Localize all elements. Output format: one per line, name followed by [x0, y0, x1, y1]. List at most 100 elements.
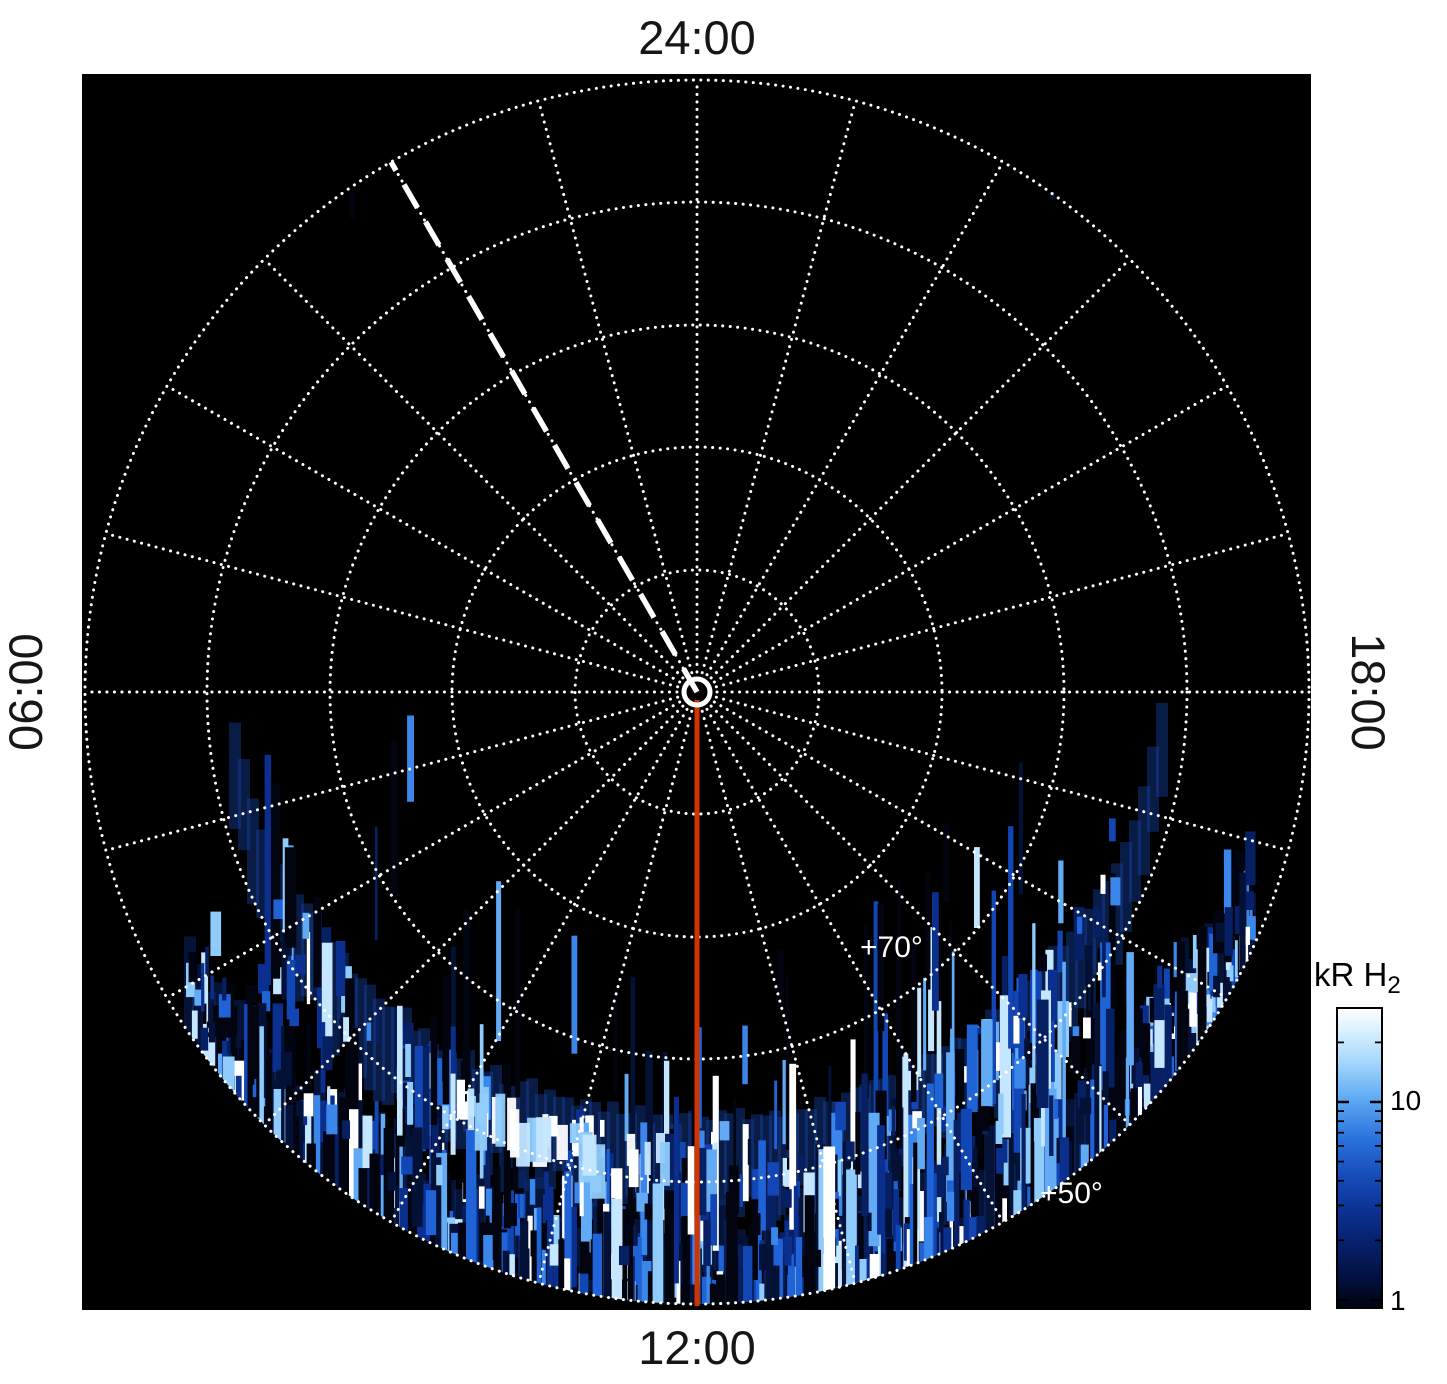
aurora-patch — [738, 1244, 742, 1304]
aurora-patch — [966, 1024, 978, 1113]
aurora-patch — [863, 923, 869, 1098]
aurora-patch — [536, 1117, 552, 1163]
aurora-patch — [771, 1227, 779, 1245]
aurora-patch — [225, 1005, 238, 1038]
aurora-patch — [1037, 954, 1047, 972]
aurora-patch — [1000, 1129, 1008, 1163]
aurora-patch — [903, 1053, 909, 1267]
colorbar-tick-label-10: 10 — [1390, 1085, 1421, 1116]
aurora-patch — [281, 1026, 285, 1146]
aurora-patch — [371, 1120, 378, 1150]
aurora-patch — [313, 1095, 321, 1175]
aurora-patch — [1245, 831, 1256, 886]
aurora-patch — [627, 1187, 633, 1304]
colorbar: kR H2 10 1 — [1314, 956, 1421, 1316]
aurora-patch — [1156, 702, 1168, 797]
aurora-patch — [960, 1108, 972, 1191]
aurora-patch — [1049, 1095, 1054, 1156]
aurora-patch — [1109, 818, 1116, 842]
aurora-patch — [681, 1158, 691, 1304]
aurora-patch — [1118, 1029, 1129, 1134]
aurora-patch — [493, 1166, 501, 1274]
dashed-trajectory-line — [388, 160, 700, 694]
aurora-patch — [481, 1086, 489, 1114]
aurora-patch — [844, 1141, 855, 1162]
aurora-patch — [527, 1215, 533, 1283]
aurora-patch — [222, 1056, 235, 1089]
aurora-patch — [917, 987, 922, 1077]
aurora-patch — [933, 1164, 944, 1198]
aurora-patch — [536, 1207, 542, 1287]
lat-label-50: +50° — [1040, 1177, 1103, 1210]
aurora-patch — [1100, 874, 1106, 894]
aurora-patch — [774, 1080, 778, 1150]
aurora-patch — [855, 1112, 861, 1175]
aurora-patch — [580, 1241, 590, 1278]
local-time-spoke — [705, 707, 1005, 1224]
aurora-patch — [1003, 1106, 1009, 1224]
aurora-patch — [756, 1209, 762, 1304]
aurora-patch — [995, 1042, 1000, 1071]
colorbar-title-subscript: 2 — [1387, 972, 1400, 999]
aurora-patch — [875, 1090, 887, 1160]
colorbar-tick-label-1: 1 — [1390, 1285, 1406, 1316]
aurora-patch — [1223, 849, 1232, 914]
aurora-patch — [865, 1229, 871, 1258]
aurora-patch — [708, 1284, 718, 1304]
aurora-patch — [302, 912, 310, 939]
aurora-patch — [1102, 923, 1106, 998]
local-time-spoke — [712, 700, 1229, 1000]
aurora-patch — [911, 943, 917, 1102]
aurora-patch — [549, 1244, 559, 1266]
aurora-patch — [1080, 1097, 1092, 1115]
aurora-patch — [1077, 916, 1083, 934]
aurora-patch — [286, 1025, 296, 1153]
aurora-patch — [973, 1147, 978, 1188]
aurora-patch — [1094, 1003, 1100, 1159]
aurora-patch — [1189, 992, 1197, 1027]
aurora-patch — [1030, 969, 1042, 1043]
aurora-patch — [1053, 1163, 1061, 1190]
aurora-patch — [711, 1131, 715, 1159]
aurora-patch — [592, 1233, 603, 1299]
aurora-patch — [1192, 935, 1197, 969]
aurora-patch — [1176, 941, 1185, 1070]
aurora-patch — [795, 1237, 803, 1298]
aurora-patch — [478, 1186, 485, 1209]
aurora-patch — [1001, 1198, 1007, 1225]
aurora-patch — [1161, 968, 1170, 1021]
aurora-patch — [1131, 1047, 1139, 1084]
aurora-patch — [747, 1139, 752, 1165]
aurora-patch — [358, 1168, 368, 1208]
aurora-patch — [647, 1271, 653, 1304]
aurora-patch — [267, 1052, 273, 1134]
aurora-patch — [644, 1203, 653, 1220]
aurora-patch — [490, 1225, 498, 1261]
aurora-patch — [1027, 1186, 1031, 1210]
aurora-patch — [934, 1073, 944, 1108]
aurora-patch — [981, 1019, 993, 1107]
aurora-patch — [574, 1182, 583, 1204]
aurora-patch — [548, 1215, 560, 1253]
aurora-patch — [1126, 952, 1134, 1066]
aurora-patch — [909, 1183, 915, 1268]
aurora-patch — [425, 1190, 437, 1236]
aurora-patch — [924, 1217, 933, 1262]
aurora-patch — [846, 1169, 857, 1288]
aurora-patch — [641, 1261, 652, 1304]
aurora-patch — [485, 1188, 492, 1224]
aurora-patch — [928, 927, 935, 1052]
aurora-patch — [436, 1164, 443, 1186]
aurora-patch — [569, 1123, 580, 1143]
aurora-patch — [236, 1075, 242, 1100]
aurora-patch — [270, 783, 281, 979]
aurora-patch — [570, 1207, 577, 1288]
aurora-patch — [403, 1022, 414, 1046]
aurora-patch — [1100, 942, 1111, 1091]
local-time-spoke — [537, 99, 694, 675]
aurora-patch — [856, 1171, 865, 1189]
aurora-patch — [660, 1142, 670, 1186]
aurora-patch — [564, 1258, 571, 1294]
aurora-patch — [926, 871, 931, 990]
aurora-patch — [963, 1199, 970, 1245]
